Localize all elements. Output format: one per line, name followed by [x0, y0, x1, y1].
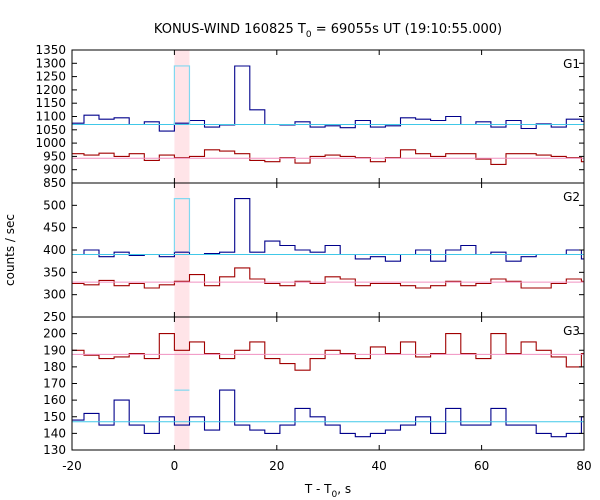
- y-tick-label-g1: 1250: [35, 70, 66, 84]
- g2-lower: [72, 267, 584, 289]
- panel-label-g3: G3: [563, 324, 580, 338]
- x-tick-label: 60: [474, 459, 489, 473]
- y-tick-label-g1: 1000: [35, 136, 66, 150]
- x-tick-label: 0: [171, 459, 179, 473]
- y-tick-label-g3: 200: [43, 327, 66, 341]
- y-tick-label-g1: 1150: [35, 96, 66, 110]
- plot-area: G185090095010001050110011501200125013001…: [35, 43, 591, 473]
- y-tick-label-g3: 130: [43, 443, 66, 457]
- y-tick-label-g1: 1200: [35, 83, 66, 97]
- panel-frame-g3: [71, 316, 585, 451]
- y-tick-label-g3: 140: [43, 426, 66, 440]
- panel-g2: G2 250 300 350 400 450 500: [43, 182, 585, 324]
- y-tick-label-g3: 190: [43, 343, 66, 357]
- g3-upper: [72, 389, 584, 438]
- y-axis-label: counts / sec: [3, 214, 17, 286]
- g1-lower: [72, 149, 584, 165]
- y-tick-label-g1: 1300: [35, 56, 66, 70]
- shaded-interval-g1: [174, 50, 190, 183]
- y-tick-label-g3: 180: [43, 360, 66, 374]
- y-tick-label-g3: 150: [43, 410, 66, 424]
- y-tick-label-g1: 1100: [35, 110, 66, 124]
- y-tick-label-g2: 350: [43, 265, 66, 279]
- y-tick-label-g3: 170: [43, 377, 66, 391]
- x-tick-label: -20: [62, 459, 82, 473]
- x-tick-label: 40: [372, 459, 387, 473]
- y-tick-label-g1: 900: [43, 163, 66, 177]
- g1-peak: [173, 65, 191, 126]
- y-tick-label-g2: 500: [43, 198, 66, 212]
- chart-title: KONUS-WIND 160825 T0 = 69055s UT (19:10:…: [154, 22, 502, 40]
- x-tick-label: 20: [269, 459, 284, 473]
- panel-label-g2: G2: [563, 190, 580, 204]
- y-tick-label-g1: 850: [43, 176, 66, 190]
- y-tick-label-g1: 950: [43, 149, 66, 163]
- y-tick-label-g1: 1350: [35, 43, 66, 57]
- panel-g3: G3 130 140 150 160 170 180 190 200: [43, 316, 585, 457]
- panel-label-g1: G1: [563, 57, 580, 71]
- y-tick-label-g2: 400: [43, 243, 66, 257]
- g3-lower: [72, 333, 584, 371]
- y-tick-label-g2: 450: [43, 221, 66, 235]
- shaded-interval-g3: [174, 317, 190, 450]
- x-axis-label: T - T0, s: [304, 482, 351, 500]
- y-tick-label-g2: 250: [43, 310, 66, 324]
- x-tick-label: 80: [576, 459, 591, 473]
- panel-frame-g2: [71, 182, 585, 318]
- panel-frame-g1: [71, 49, 585, 184]
- panel-g1: G1 85090095010001050110011501200125013001…: [35, 43, 585, 190]
- g2-upper: [72, 198, 584, 262]
- shaded-interval-g2: [174, 183, 190, 317]
- g1-upper: [72, 65, 584, 132]
- y-tick-label-g3: 160: [43, 393, 66, 407]
- y-tick-label-g2: 300: [43, 288, 66, 302]
- g2-peak: [173, 198, 191, 253]
- y-tick-label-g1: 1050: [35, 123, 66, 137]
